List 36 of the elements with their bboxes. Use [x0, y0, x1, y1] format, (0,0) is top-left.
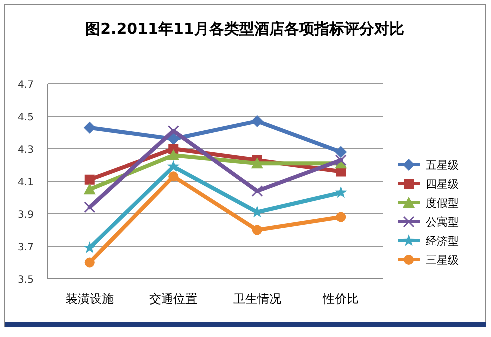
- point: [252, 225, 262, 236]
- y-tick-label: 3.7: [18, 242, 34, 254]
- y-tick-label: 4.3: [18, 145, 34, 156]
- chart-title: 图2.2011年11月各类型酒店各项指标评分对比: [86, 20, 404, 38]
- legend-label: 三星级: [426, 254, 459, 267]
- point: [84, 202, 96, 214]
- legend-label: 五星级: [426, 159, 459, 172]
- legend-label: 公寓型: [426, 216, 459, 229]
- point: [168, 172, 179, 182]
- point: [335, 146, 348, 158]
- y-tick-label: 3.9: [18, 210, 34, 221]
- point: [168, 133, 180, 146]
- point: [334, 186, 348, 198]
- x-tick-label: 装潢设施: [66, 292, 114, 306]
- y-tick-label: 4.7: [18, 80, 34, 91]
- y-tick-label: 3.5: [18, 275, 34, 286]
- point: [84, 258, 95, 268]
- x-tick-label: 性价比: [322, 292, 360, 306]
- y-tick-label: 4.1: [18, 178, 34, 188]
- point: [84, 174, 95, 185]
- point: [84, 184, 96, 195]
- point: [84, 242, 96, 254]
- point: [335, 154, 347, 166]
- point: [252, 186, 264, 197]
- legend-label: 四星级: [426, 178, 459, 191]
- point: [168, 150, 180, 160]
- point: [251, 158, 264, 169]
- y-tick-label: 4.5: [18, 112, 34, 124]
- point: [251, 115, 264, 128]
- x-tick-label: 卫生情况: [233, 292, 282, 306]
- legend-label: 经济型: [426, 235, 459, 248]
- x-tick-label: 交通位置: [150, 292, 198, 306]
- point: [84, 122, 96, 134]
- point: [167, 160, 180, 172]
- legend-label: 度假型: [426, 197, 459, 210]
- point: [336, 212, 346, 222]
